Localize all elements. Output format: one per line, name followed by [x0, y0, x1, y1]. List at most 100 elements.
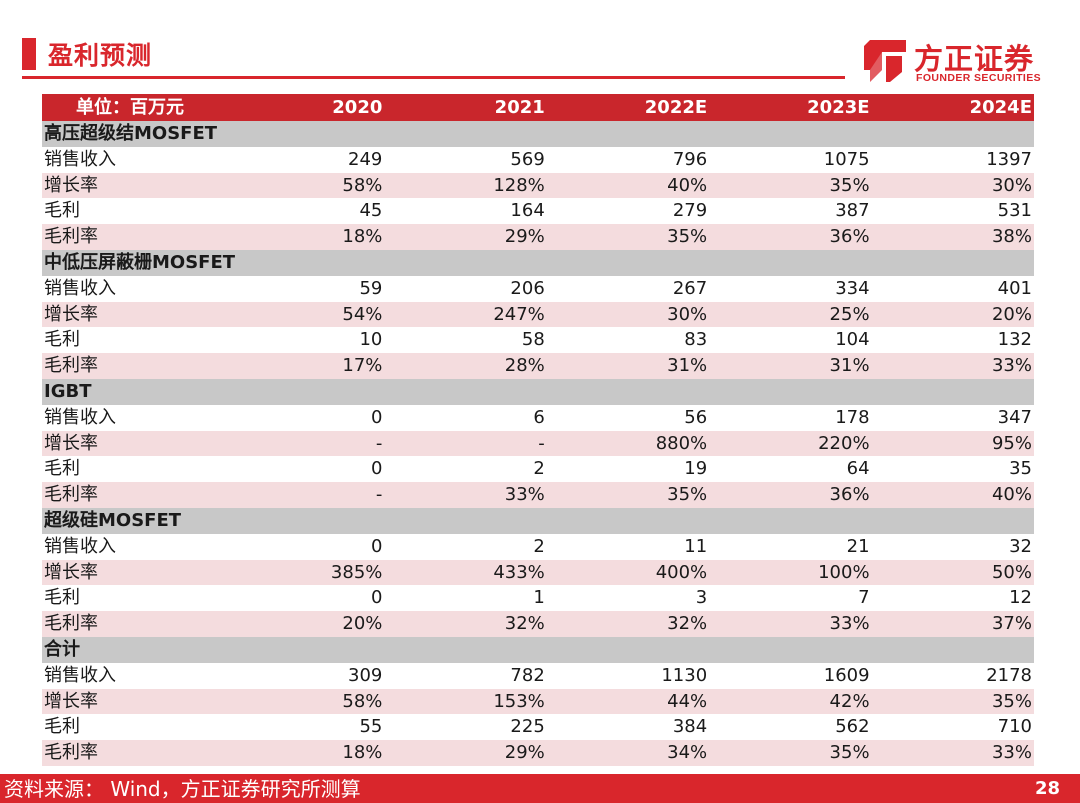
table-cell: 50% [871, 559, 1034, 586]
table-cell: 25% [709, 301, 872, 328]
table-cell: 225 [384, 714, 547, 741]
table-cell: 64 [709, 456, 872, 483]
table-cell: 20% [871, 301, 1034, 328]
table-row: 毛利率 20% 32% 32% 33% 37% [42, 611, 1034, 637]
table-cell: 32% [384, 611, 547, 637]
table-cell: 44% [546, 688, 710, 715]
table-cell: 35% [546, 224, 710, 250]
table-row: 增长率 385% 433% 400% 100% 50% [42, 559, 1034, 586]
company-logo: 方正证券 FOUNDER SECURITIES [862, 38, 1052, 88]
table-cell: 247% [384, 301, 547, 328]
row-label: 毛利率 [42, 224, 222, 250]
logo-english-name: FOUNDER SECURITIES [916, 72, 1042, 84]
table-cell: 56 [546, 404, 710, 431]
table-row: 增长率 58% 128% 40% 35% 30% [42, 172, 1034, 199]
table-cell: 309 [222, 662, 385, 689]
table-cell: 33% [871, 353, 1034, 379]
table-cell: 35% [709, 172, 872, 199]
table-cell: 20% [222, 611, 385, 637]
year-header: 2020 [222, 94, 385, 121]
table-cell: 95% [871, 430, 1034, 457]
table-cell: 30% [546, 301, 710, 328]
row-label: 销售收入 [42, 662, 222, 689]
table-cell: 2 [384, 456, 547, 483]
row-label: 毛利率 [42, 611, 222, 637]
table-cell: 880% [546, 430, 710, 457]
table-cell: 0 [222, 533, 385, 560]
row-label: 增长率 [42, 559, 222, 586]
table-cell: 334 [709, 275, 872, 302]
profit-forecast-table-wrap: 单位：百万元 2020 2021 2022E 2023E 2024E 高压超级结… [42, 94, 1034, 766]
table-cell: 100% [709, 559, 872, 586]
table-row: 毛利率 17% 28% 31% 31% 33% [42, 353, 1034, 379]
title-divider [22, 76, 845, 79]
year-header: 2023E [709, 94, 872, 121]
row-label: 毛利率 [42, 353, 222, 379]
table-cell: 59 [222, 275, 385, 302]
table-cell: 347 [871, 404, 1034, 431]
table-cell: 33% [709, 611, 872, 637]
table-cell: 400% [546, 559, 710, 586]
table-cell: 132 [871, 327, 1034, 354]
table-row: 增长率 54% 247% 30% 25% 20% [42, 301, 1034, 328]
table-cell: 18% [222, 740, 385, 766]
table-cell: 267 [546, 275, 710, 302]
row-label: 增长率 [42, 430, 222, 457]
table-row: 毛利率 18% 29% 35% 36% 38% [42, 224, 1034, 250]
row-label: 毛利率 [42, 740, 222, 766]
table-cell: 58 [384, 327, 547, 354]
table-row: 销售收入 0 6 56 178 347 [42, 404, 1034, 431]
row-label: 销售收入 [42, 275, 222, 302]
row-label: 增长率 [42, 688, 222, 715]
table-cell: 385% [222, 559, 385, 586]
table-cell: 0 [222, 404, 385, 431]
table-cell: 387 [709, 198, 872, 225]
table-cell: 178 [709, 404, 872, 431]
table-cell: 40% [871, 482, 1034, 508]
section-header-row: IGBT [42, 378, 1034, 405]
table-cell: 6 [384, 404, 547, 431]
table-cell: 31% [546, 353, 710, 379]
table-row: 毛利 55 225 384 562 710 [42, 714, 1034, 741]
table-cell: 0 [222, 456, 385, 483]
table-cell: 249 [222, 146, 385, 173]
table-cell: 35% [546, 482, 710, 508]
row-label: 毛利 [42, 585, 222, 612]
table-cell: 206 [384, 275, 547, 302]
section-title: 高压超级结MOSFET [42, 121, 1034, 147]
row-label: 销售收入 [42, 146, 222, 173]
table-cell: 10 [222, 327, 385, 354]
title-accent-bar [22, 38, 36, 70]
table-cell: 42% [709, 688, 872, 715]
table-cell: 1397 [871, 146, 1034, 173]
table-cell: 35 [871, 456, 1034, 483]
unit-label: 单位：百万元 [42, 94, 222, 121]
table-header-row: 单位：百万元 2020 2021 2022E 2023E 2024E [42, 94, 1034, 121]
section-header-row: 中低压屏蔽栅MOSFET [42, 249, 1034, 276]
table-cell: 58% [222, 688, 385, 715]
table-cell: 32 [871, 533, 1034, 560]
row-label: 增长率 [42, 172, 222, 199]
row-label: 增长率 [42, 301, 222, 328]
table-cell: - [222, 430, 385, 457]
data-source-note: 资料来源： Wind，方正证券研究所测算 [4, 777, 361, 801]
table-row: 毛利 45 164 279 387 531 [42, 198, 1034, 225]
table-cell: - [384, 430, 547, 457]
table-cell: 31% [709, 353, 872, 379]
table-cell: - [222, 482, 385, 508]
table-cell: 104 [709, 327, 872, 354]
table-row: 毛利 0 2 19 64 35 [42, 456, 1034, 483]
year-header: 2022E [546, 94, 710, 121]
table-cell: 17% [222, 353, 385, 379]
table-row: 毛利 10 58 83 104 132 [42, 327, 1034, 354]
profit-forecast-table: 单位：百万元 2020 2021 2022E 2023E 2024E 高压超级结… [42, 94, 1034, 766]
table-cell: 19 [546, 456, 710, 483]
table-cell: 54% [222, 301, 385, 328]
table-row: 销售收入 249 569 796 1075 1397 [42, 146, 1034, 173]
table-cell: 12 [871, 585, 1034, 612]
table-cell: 782 [384, 662, 547, 689]
table-cell: 30% [871, 172, 1034, 199]
founder-logo-icon [864, 40, 906, 82]
section-title: 中低压屏蔽栅MOSFET [42, 249, 1034, 276]
table-cell: 384 [546, 714, 710, 741]
